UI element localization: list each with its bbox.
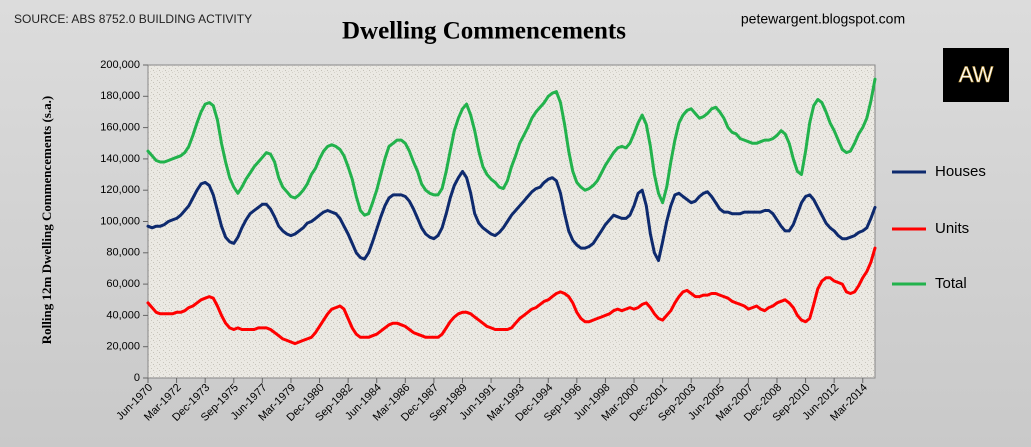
series-line xyxy=(146,169,877,263)
logo: AW xyxy=(959,62,994,87)
legend-label: Total xyxy=(935,275,967,292)
y-tick-label: 180,000 xyxy=(100,90,140,102)
y-tick-label: 160,000 xyxy=(100,122,140,134)
y-tick-label: 40,000 xyxy=(106,309,140,321)
series-line xyxy=(146,77,877,217)
source-note: SOURCE: ABS 8752.0 BUILDING ACTIVITY xyxy=(14,12,252,26)
y-tick-label: 100,000 xyxy=(100,215,140,227)
logo-box xyxy=(943,48,1009,102)
y-tick-label: 80,000 xyxy=(106,247,140,259)
y-tick-label: 60,000 xyxy=(106,278,140,290)
series-line xyxy=(146,246,877,346)
plot-area xyxy=(147,64,876,379)
y-tick-label: 140,000 xyxy=(100,153,140,165)
watermark: petewargent.blogspot.com xyxy=(741,11,905,27)
y-tick-label: 200,000 xyxy=(100,59,140,71)
legend-label: Houses xyxy=(935,163,986,180)
y-axis-label: Rolling 12m Dwelling Commencements (s.a.… xyxy=(39,96,54,344)
y-tick-label: 120,000 xyxy=(100,184,140,196)
legend-label: Units xyxy=(935,220,969,237)
chart-title: Dwelling Commencements xyxy=(342,18,626,45)
y-tick-label: 20,000 xyxy=(106,341,140,353)
y-tick-label: 0 xyxy=(134,372,140,384)
